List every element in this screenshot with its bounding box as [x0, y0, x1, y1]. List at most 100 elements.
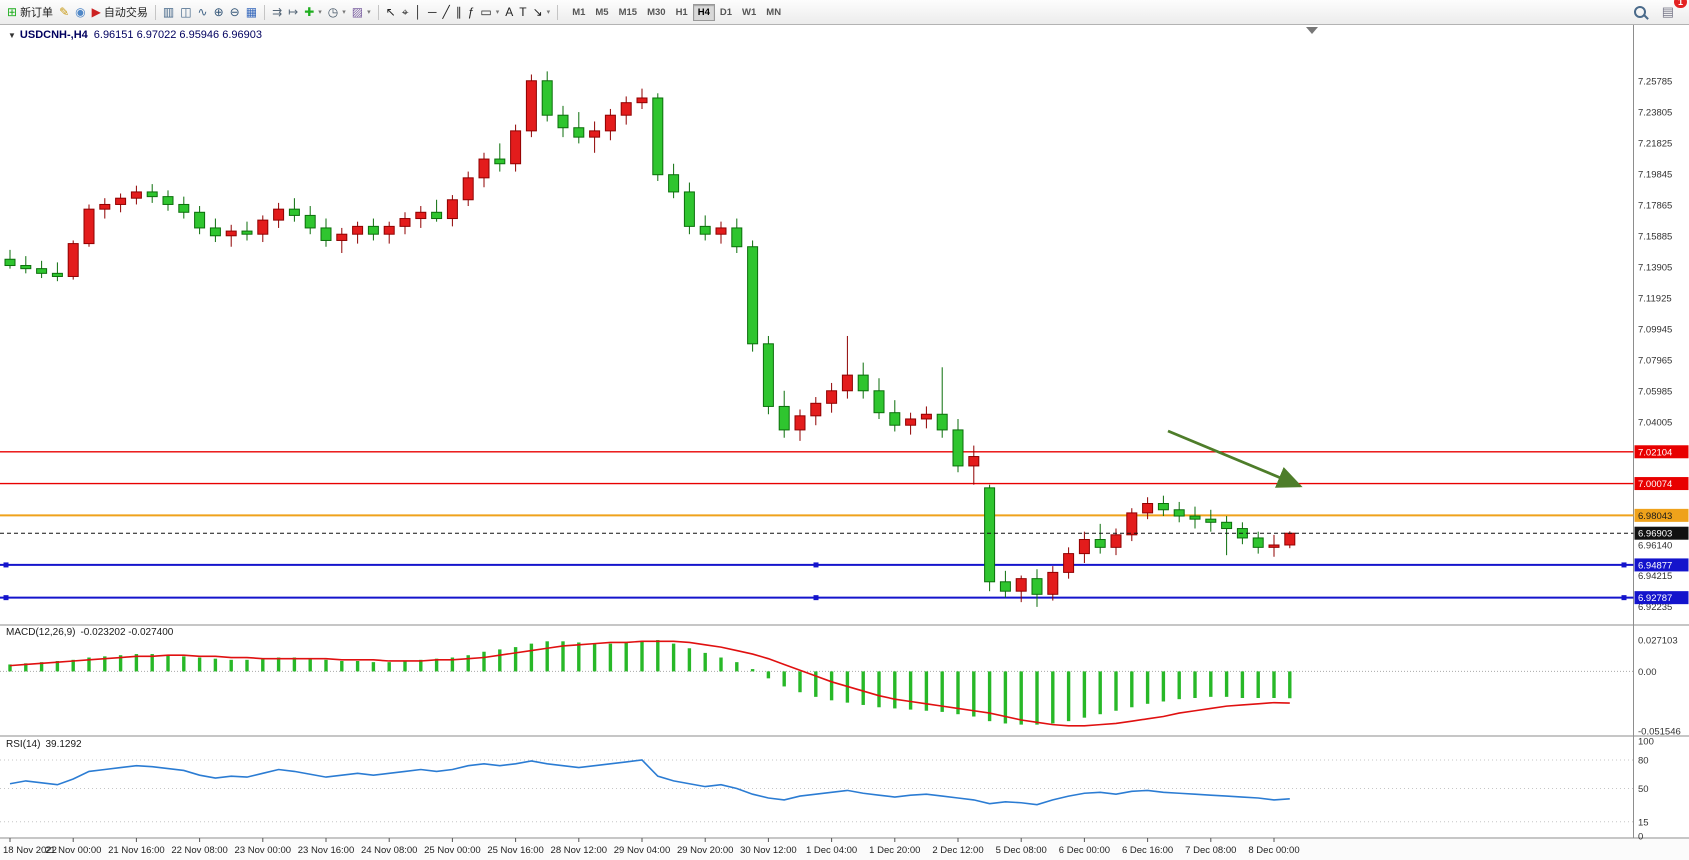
svg-text:23 Nov 16:00: 23 Nov 16:00 [298, 845, 355, 856]
timeframe-w1-button[interactable]: W1 [742, 6, 757, 18]
auto-scroll-button[interactable]: ⇉ [269, 4, 285, 20]
svg-text:7.15885: 7.15885 [1638, 232, 1672, 243]
horizontal-line[interactable] [0, 595, 1634, 601]
svg-text:25 Nov 16:00: 25 Nov 16:00 [487, 845, 544, 856]
price-tag[interactable]: 6.92787 [1634, 591, 1689, 605]
svg-text:5 Dec 08:00: 5 Dec 08:00 [996, 845, 1047, 856]
candle-body [920, 413, 932, 420]
svg-text:7.21825: 7.21825 [1638, 139, 1672, 150]
notification-badge: 1 [1673, 0, 1687, 8]
autotrading-button[interactable]: ▶ 自动交易 [89, 2, 151, 22]
shapes-button[interactable]: ▭ ▾ [477, 4, 502, 20]
candle-body [936, 413, 948, 431]
notifications-button[interactable]: ▤ 1 [1659, 0, 1687, 22]
candle-body [715, 227, 727, 235]
timeframe-m15-button[interactable]: M15 [618, 6, 638, 18]
price-tag[interactable]: 6.98043 [1634, 508, 1689, 522]
candle-body [446, 199, 458, 220]
chevron-down-icon: ▾ [546, 9, 551, 16]
shapes-icon: ▭ [480, 5, 492, 19]
candle-body [399, 218, 411, 227]
candle-body [999, 581, 1011, 592]
macd-indicator-name: MACD(12,26,9) [6, 627, 76, 638]
periods-icon: ◷ [327, 5, 339, 19]
svg-text:7.25785: 7.25785 [1638, 77, 1672, 88]
svg-text:7 Dec 08:00: 7 Dec 08:00 [1185, 845, 1236, 856]
arrows-button[interactable]: ↘ ▾ [530, 4, 554, 20]
chart-shift-button[interactable]: ↦ [285, 4, 301, 20]
candle-body [510, 130, 522, 165]
trendline-button[interactable]: ╱ [439, 4, 452, 20]
horizontal-line-button[interactable]: ─ [425, 4, 440, 20]
zoom-in-button[interactable]: ⊕ [211, 4, 227, 20]
chart-background [0, 24, 1689, 860]
timeframe-m30-button[interactable]: M30 [647, 6, 666, 18]
community-button[interactable]: ◉ [72, 4, 88, 20]
chart-shift-marker-icon[interactable] [1306, 27, 1318, 34]
cursor-button[interactable]: ↖ [383, 4, 399, 20]
macd-panel-label: MACD(12,26,9) -0.023202 -0.027400 [6, 627, 173, 638]
chart-symbol-title: ▼ USDCNH-,H4 6.96151 6.97022 6.95946 6.969… [8, 29, 262, 41]
timeframe-h4-button[interactable]: H4 [692, 3, 715, 21]
timeframe-mn-button[interactable]: MN [766, 6, 782, 18]
price-tag[interactable]: 6.94877 [1634, 558, 1689, 572]
vertical-line-button[interactable]: │ [411, 4, 425, 20]
svg-text:50: 50 [1638, 784, 1649, 795]
price-tag[interactable]: 7.02104 [1634, 445, 1689, 459]
timeframe-toolbar: M1 M5 M15 M30 H1 H4 D1 W1 MN [567, 3, 786, 21]
candle-body [1126, 512, 1138, 536]
bar-chart-icon: ▥ [162, 5, 175, 19]
candle-body [984, 487, 996, 583]
candle-body [415, 211, 427, 220]
timeframe-h1-button[interactable]: H1 [675, 6, 688, 18]
toolbar-separator [377, 4, 379, 20]
text-label-button[interactable]: T [516, 4, 529, 20]
svg-text:7.00074: 7.00074 [1638, 479, 1672, 490]
svg-text:30 Nov 12:00: 30 Nov 12:00 [740, 845, 797, 856]
crosshair-button[interactable]: ⌖ [399, 4, 412, 20]
candle-body [731, 227, 743, 248]
chevron-down-icon: ▾ [495, 9, 500, 16]
svg-text:1 Dec 04:00: 1 Dec 04:00 [806, 845, 857, 856]
line-chart-button[interactable]: ∿ [195, 4, 211, 20]
zoom-out-button[interactable]: ⊖ [227, 4, 243, 20]
tile-windows-button[interactable]: ▦ [243, 4, 260, 20]
candle-body [462, 177, 474, 201]
bar-chart-button[interactable]: ▥ [160, 4, 177, 20]
horizontal-line[interactable] [0, 562, 1634, 568]
candle-body [241, 230, 253, 235]
svg-text:7.05985: 7.05985 [1638, 387, 1672, 398]
text-button[interactable]: A [502, 4, 516, 20]
fibonacci-button[interactable]: ƒ [465, 4, 478, 20]
search-button[interactable] [1631, 4, 1649, 20]
candle-body [178, 203, 190, 213]
periods-button[interactable]: ◷ ▾ [325, 4, 349, 20]
timeframe-m1-button[interactable]: M1 [572, 6, 586, 18]
svg-text:21 Nov 00:00: 21 Nov 00:00 [45, 845, 102, 856]
vertical-line-icon: │ [414, 5, 422, 19]
svg-text:0.00: 0.00 [1638, 667, 1657, 678]
candle-body [130, 191, 142, 199]
community-icon: ◉ [75, 5, 86, 19]
channel-button[interactable]: ∥ [453, 4, 465, 20]
svg-text:28 Nov 12:00: 28 Nov 12:00 [551, 845, 608, 856]
indicators-button[interactable]: ✚ ▾ [301, 4, 325, 20]
horizontal-line-icon: ─ [427, 5, 437, 19]
candle-body [810, 402, 822, 417]
timeframe-m5-button[interactable]: M5 [595, 6, 609, 18]
price-tag[interactable]: 7.00074 [1634, 477, 1689, 491]
svg-text:6.94215: 6.94215 [1638, 571, 1672, 582]
templates-button[interactable]: ▨ ▾ [349, 4, 374, 20]
timeframe-d1-button[interactable]: D1 [719, 6, 733, 18]
candle-body [336, 233, 348, 241]
candle-chart-button[interactable]: ◫ [177, 4, 194, 20]
chart-dropdown-icon[interactable]: ▼ [8, 31, 16, 40]
current-price-line: 6.96903 [0, 526, 1689, 540]
new-order-button[interactable]: ⊞ 新订单 [4, 2, 56, 22]
metaeditor-button[interactable]: ✎ [56, 4, 72, 20]
text-icon: A [505, 5, 514, 19]
rsi-indicator-value: 39.1292 [45, 739, 82, 750]
trend-arrow[interactable] [1167, 429, 1303, 488]
